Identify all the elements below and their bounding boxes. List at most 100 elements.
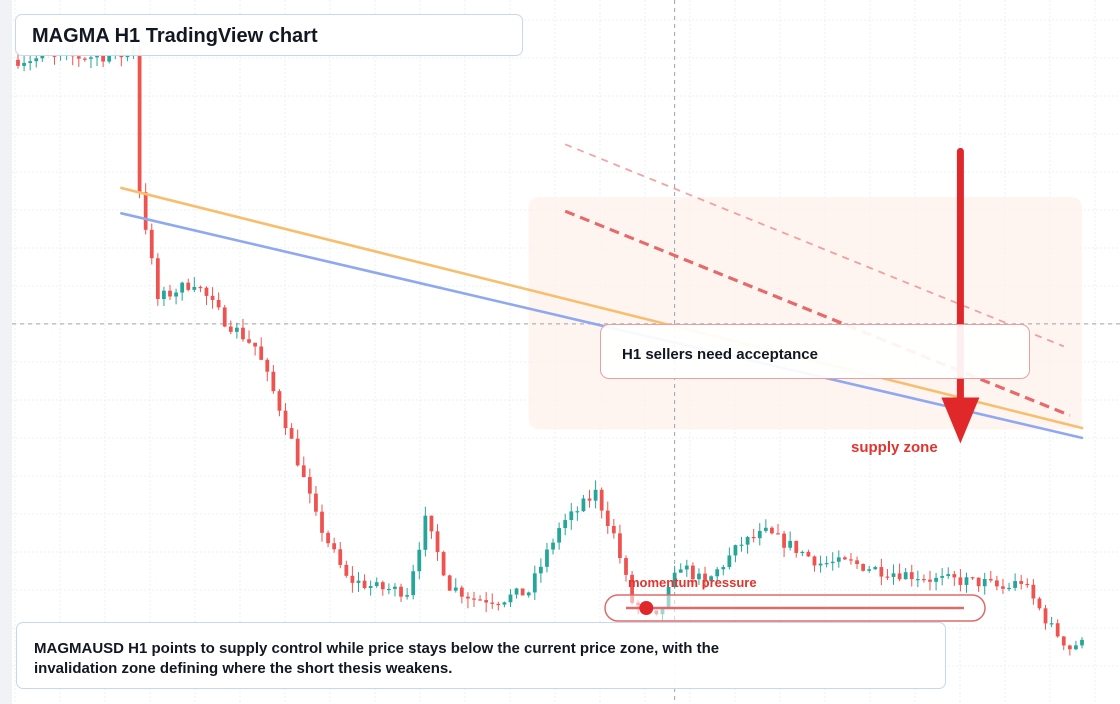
candle <box>964 572 969 593</box>
candle <box>338 542 343 569</box>
candle <box>1001 578 1005 594</box>
candle-body <box>1013 581 1018 588</box>
candle-body <box>842 557 847 560</box>
candle <box>745 535 750 554</box>
candle <box>1061 635 1066 651</box>
candle <box>891 564 896 585</box>
candle <box>514 587 519 599</box>
candle-body <box>28 61 33 63</box>
candle-body <box>727 555 732 568</box>
candle <box>332 537 337 553</box>
candle <box>684 559 689 577</box>
candle-body <box>16 59 20 66</box>
candle-body <box>1049 623 1054 625</box>
candle <box>867 565 872 573</box>
candle-body <box>824 563 829 565</box>
candle <box>1080 637 1084 649</box>
resistance-lines[interactable] <box>564 143 1071 417</box>
candle-body <box>964 577 969 585</box>
candle <box>259 337 264 361</box>
candle <box>690 562 695 587</box>
candle-body <box>210 295 215 300</box>
candle <box>703 566 707 589</box>
candle-body <box>745 536 750 545</box>
candle <box>429 515 434 539</box>
trendline-orange <box>120 186 1084 430</box>
candle <box>928 570 932 591</box>
candle <box>222 304 227 328</box>
trendlines[interactable] <box>120 186 1084 440</box>
candle <box>192 277 197 293</box>
candle-body <box>624 558 628 575</box>
candle-body <box>672 572 677 588</box>
candle-body <box>770 527 774 534</box>
candle-body <box>314 493 318 512</box>
candle <box>22 55 26 72</box>
candle-body <box>1061 636 1066 646</box>
candle <box>228 320 233 335</box>
candle-body <box>903 572 908 580</box>
candle-body <box>447 575 452 591</box>
candle-body <box>532 573 537 593</box>
candle <box>502 601 507 608</box>
candle-body <box>751 536 756 539</box>
candle <box>216 292 221 311</box>
candle-body <box>52 55 57 57</box>
candle <box>721 564 726 576</box>
candle <box>1037 596 1042 611</box>
candle <box>563 513 568 536</box>
candle <box>739 536 744 552</box>
candle <box>210 287 215 309</box>
candle <box>581 494 586 512</box>
candle <box>1055 619 1060 638</box>
candle-body <box>545 549 549 567</box>
candle <box>411 564 416 600</box>
momentum-pressure-label: momentum pressure <box>628 575 757 590</box>
candle <box>247 330 251 344</box>
candle <box>849 552 853 565</box>
candle-body <box>247 339 251 343</box>
candle <box>903 567 908 580</box>
candle-body <box>697 573 701 580</box>
candle <box>545 543 549 573</box>
candle <box>356 572 361 592</box>
candle <box>490 593 495 609</box>
chart-title-box: MAGMA H1 TradingView chart <box>15 14 523 56</box>
candle-body <box>155 258 160 299</box>
candle <box>453 578 458 593</box>
candle-body <box>873 567 878 570</box>
candle-body <box>168 290 172 297</box>
candle-body <box>228 326 233 332</box>
price-scale-strip <box>0 0 12 704</box>
candle <box>459 585 464 604</box>
candle-body <box>800 551 805 554</box>
candle <box>149 223 154 265</box>
candle <box>922 574 926 583</box>
candle <box>988 570 993 583</box>
candle-body <box>611 525 616 534</box>
candle <box>162 286 166 306</box>
candle <box>344 560 349 578</box>
candle-body <box>393 586 397 589</box>
candle <box>970 576 975 580</box>
candle-body <box>204 287 209 296</box>
candle-body <box>198 286 203 289</box>
momentum-pressure-bar <box>604 594 986 622</box>
candle-body <box>301 465 306 478</box>
candle <box>770 526 774 535</box>
candle <box>782 530 786 558</box>
candle <box>28 53 33 71</box>
candle-body <box>253 342 258 347</box>
candle-body <box>812 556 817 566</box>
candle-body <box>678 569 683 573</box>
candle-body <box>320 511 324 533</box>
momentum-dot <box>639 601 654 615</box>
candle <box>1025 578 1030 588</box>
candle <box>824 556 829 568</box>
candle-body <box>265 359 270 372</box>
candle-body <box>82 58 87 60</box>
candle-body <box>149 229 154 259</box>
candle-body <box>581 498 586 512</box>
candle-body <box>186 282 191 290</box>
candle-body <box>885 576 890 578</box>
